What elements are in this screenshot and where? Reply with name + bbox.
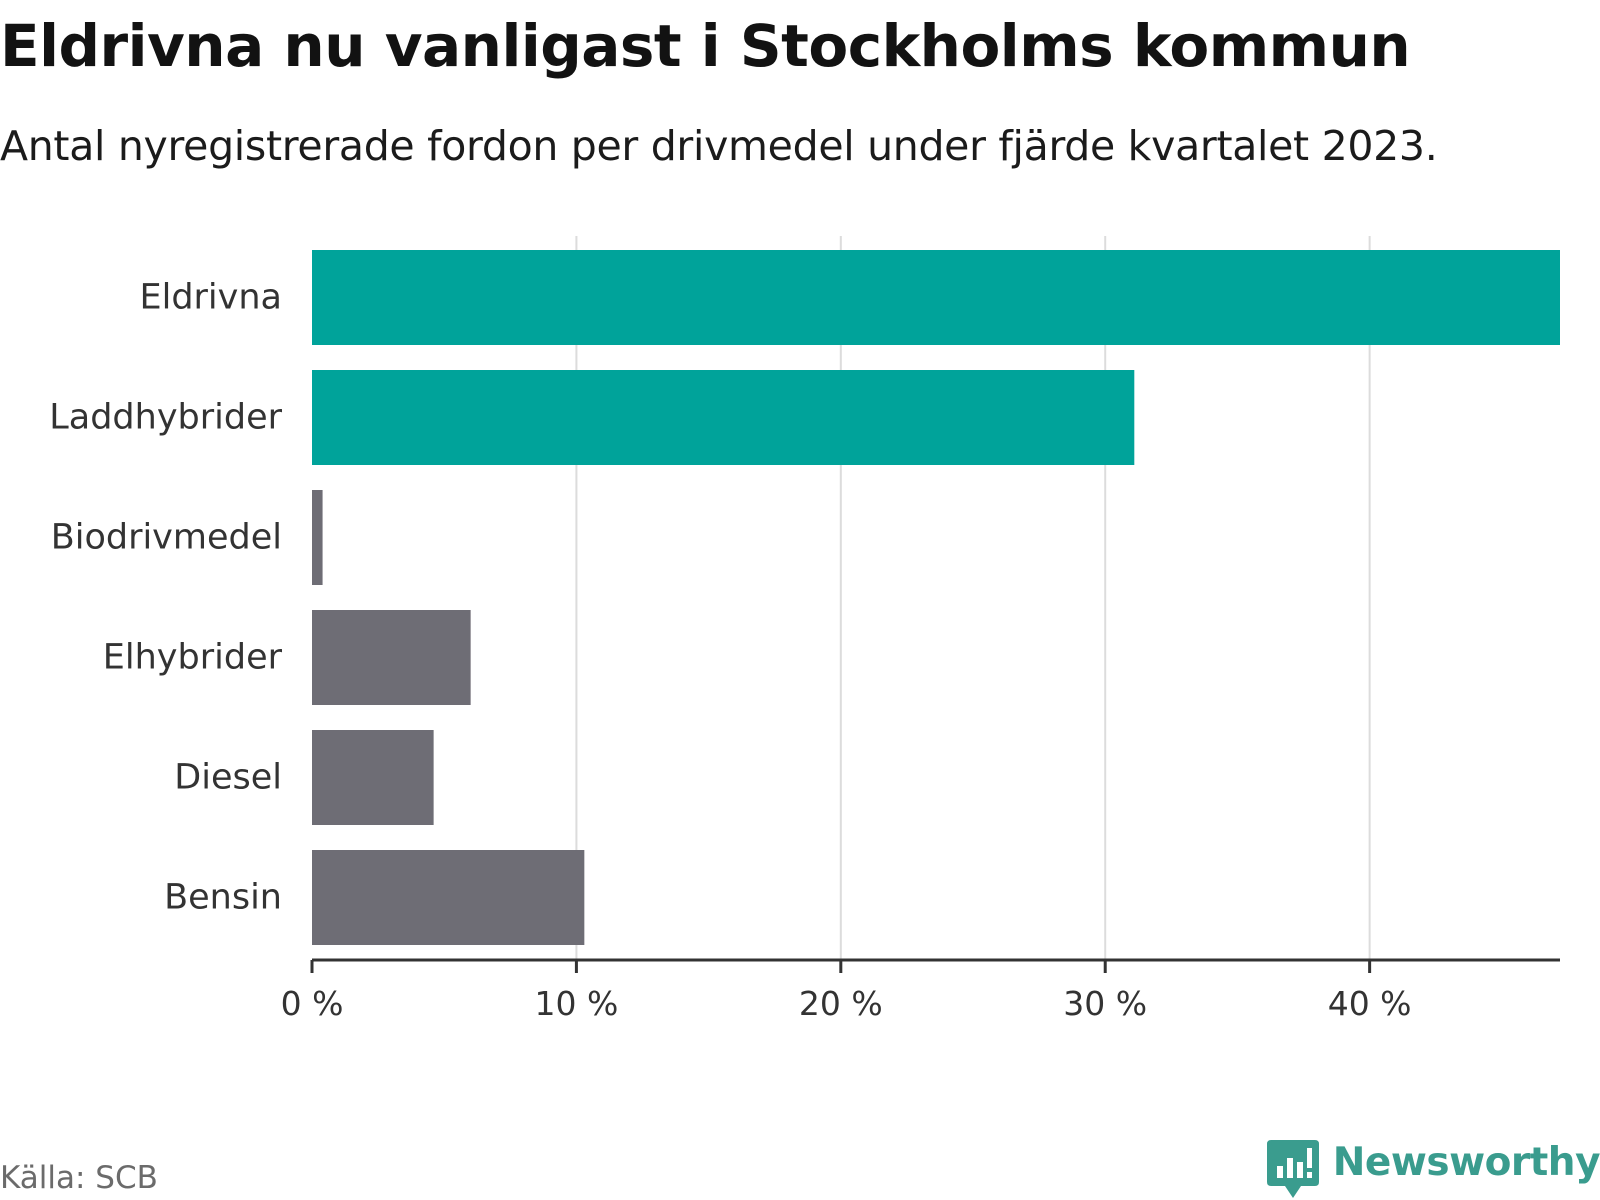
chart-title: Eldrivna nu vanligast i Stockholms kommu…	[0, 12, 1411, 80]
brand-logo: Newsworthy	[1266, 1140, 1600, 1200]
x-tick-label-1: 10 %	[534, 984, 618, 1023]
bar-biodrivmedel	[312, 490, 323, 585]
x-tick-label-2: 20 %	[799, 984, 883, 1023]
category-labels: Eldrivna Laddhybrider Biodrivmedel Elhybrid…	[49, 278, 282, 918]
bar-eldrivna	[312, 250, 1560, 345]
gridlines	[575, 236, 1371, 960]
category-label-bensin: Bensin	[164, 878, 282, 918]
bar-elhybrider	[312, 610, 471, 705]
bar-chart: Eldrivna Laddhybrider Biodrivmedel Elhybrid…	[49, 236, 1560, 1023]
category-label-biodrivmedel: Biodrivmedel	[51, 518, 282, 558]
x-tick-label-4: 40 %	[1328, 984, 1412, 1023]
brand-name: Newsworthy	[1332, 1140, 1600, 1185]
bars	[312, 250, 1560, 945]
x-tick-label-3: 30 %	[1063, 984, 1147, 1023]
x-tick-label-0: 0 %	[281, 984, 344, 1023]
bar-laddhybrider	[312, 370, 1135, 465]
x-axis: 0 % 10 % 20 % 30 % 40 %	[281, 958, 1560, 1023]
source-note: Källa: SCB	[0, 1160, 158, 1196]
newsworthy-chart-icon	[1266, 1140, 1319, 1198]
category-label-eldrivna: Eldrivna	[139, 278, 282, 318]
bar-diesel	[312, 730, 434, 825]
category-label-laddhybrider: Laddhybrider	[49, 398, 282, 438]
chart-subtitle: Antal nyregistrerade fordon per drivmede…	[0, 122, 1438, 170]
bar-bensin	[312, 850, 585, 945]
category-label-elhybrider: Elhybrider	[103, 638, 283, 678]
category-label-diesel: Diesel	[174, 758, 282, 798]
